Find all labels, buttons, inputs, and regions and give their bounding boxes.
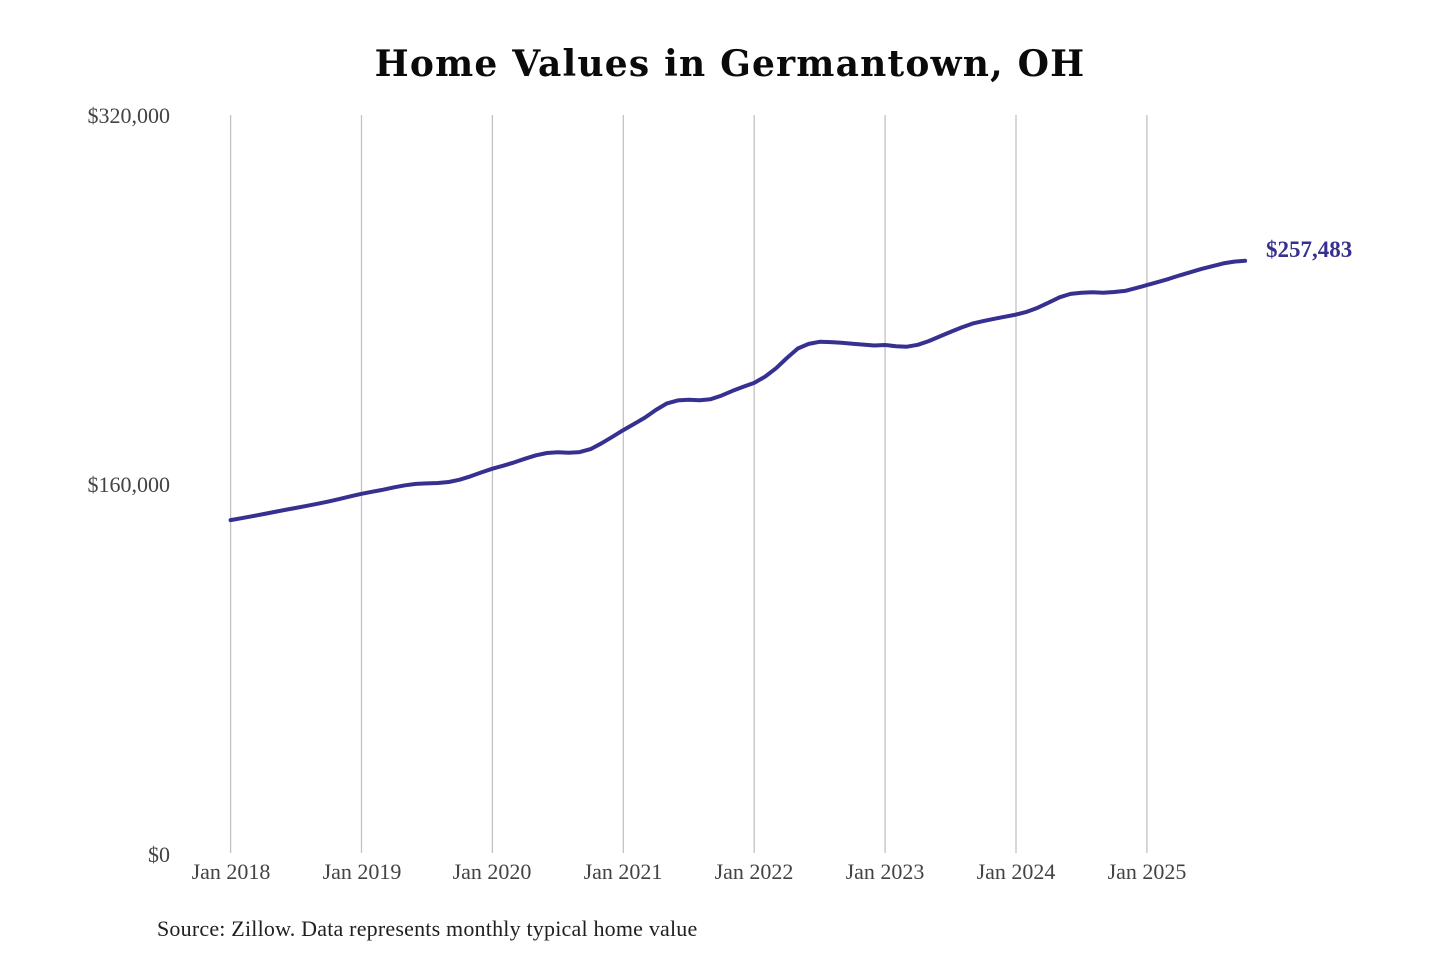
x-tick-label-jan-2023: Jan 2023 (845, 859, 925, 884)
x-tick-label-jan-2018: Jan 2018 (191, 859, 271, 884)
y-tick-label-160000: $160,000 (87, 472, 171, 497)
y-tick-label-0: $0 (148, 842, 170, 867)
x-tick-label-jan-2022: Jan 2022 (714, 859, 794, 884)
x-tick-label-jan-2021: Jan 2021 (583, 859, 663, 884)
chart-title: Home Values in Germantown, OH (374, 43, 1086, 85)
gridlines (229, 115, 1148, 853)
x-tick-label-jan-2025: Jan 2025 (1107, 859, 1187, 884)
final-value-label: $257,483 (1266, 237, 1353, 262)
y-tick-label-320000: $320,000 (87, 103, 171, 128)
x-tick-label-jan-2019: Jan 2019 (322, 859, 402, 884)
x-tick-label-jan-2024: Jan 2024 (976, 859, 1056, 884)
x-tick-label-jan-2020: Jan 2020 (452, 859, 532, 884)
source-note: Source: Zillow. Data represents monthly … (157, 916, 698, 941)
home-value-line (228, 258, 1248, 523)
